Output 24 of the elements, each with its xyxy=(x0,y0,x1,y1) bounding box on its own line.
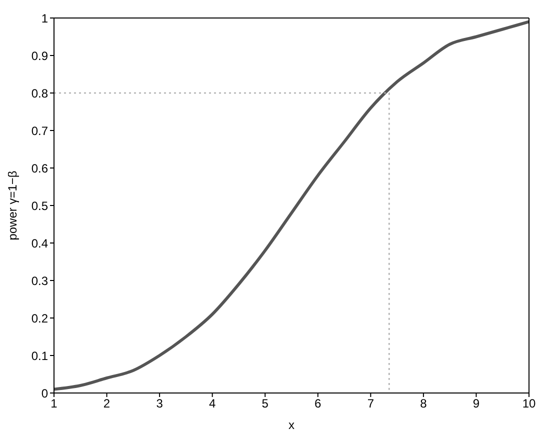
y-tick-label: 0 xyxy=(41,386,48,400)
x-tick-label: 5 xyxy=(262,396,269,411)
y-tick-label: 0.2 xyxy=(31,311,48,326)
x-tick-label: 6 xyxy=(314,396,322,411)
line-series xyxy=(54,20,529,391)
x-tick-label: 2 xyxy=(103,396,110,411)
x-tick-label: 3 xyxy=(156,396,164,411)
y-tick-label: 0.3 xyxy=(31,274,48,288)
y-tick-label: 1 xyxy=(41,11,48,26)
x-tick-label: 10 xyxy=(522,396,536,411)
x-tick-label: 7 xyxy=(367,396,374,411)
y-tick-label: 0.9 xyxy=(31,48,48,63)
x-tick-label: 1 xyxy=(50,396,58,411)
x-tick-label: 9 xyxy=(472,396,480,411)
x-axis-title: x xyxy=(288,418,294,432)
y-axis-title: power γ=1−β xyxy=(5,170,20,240)
y-tick-label: 0.4 xyxy=(31,236,48,250)
x-tick-label: 4 xyxy=(208,396,216,411)
y-tick-label: 0.8 xyxy=(31,86,48,100)
y-tick-label: 0.5 xyxy=(31,198,48,213)
y-tick-label: 0.6 xyxy=(31,161,48,176)
y-tick-label: 0.7 xyxy=(31,124,48,138)
x-tick-label: 8 xyxy=(420,396,428,411)
y-tick-label: 0.1 xyxy=(31,348,48,363)
